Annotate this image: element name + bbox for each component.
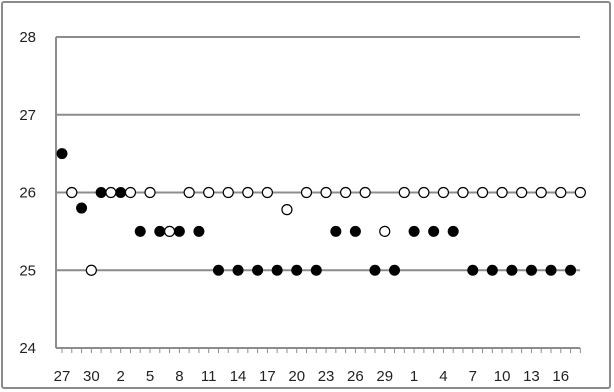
x-tick-label-29: 29 [376, 368, 393, 385]
data-point-filled [76, 202, 88, 214]
data-point-filled [486, 264, 498, 276]
y-tick-label-27: 27 [19, 107, 36, 124]
data-point-open [144, 186, 156, 199]
data-point-filled [212, 264, 224, 276]
data-point-filled [525, 264, 537, 276]
data-point-open [183, 186, 195, 199]
data-point-filled [134, 225, 146, 237]
x-tick-label-20: 20 [288, 368, 305, 385]
data-point-filled [193, 225, 205, 237]
x-tick-label-2: 2 [117, 368, 125, 385]
x-tick-label-17: 17 [259, 368, 276, 385]
x-tick-label-13: 13 [523, 368, 540, 385]
y-tick-label-24: 24 [19, 340, 36, 357]
data-point-filled [408, 225, 420, 237]
x-tick-label-5: 5 [146, 368, 154, 385]
data-point-open [281, 204, 293, 216]
data-point-open [418, 186, 430, 199]
x-tick-label-23: 23 [318, 368, 335, 385]
data-point-filled [271, 264, 283, 276]
data-point-filled [369, 264, 381, 276]
data-point-filled [291, 264, 303, 276]
data-point-filled [349, 225, 361, 237]
data-point-open [85, 264, 97, 276]
data-point-filled [56, 148, 68, 160]
x-tick-label-1: 1 [410, 368, 418, 385]
x-tick-label-16: 16 [552, 368, 569, 385]
data-point-filled [115, 187, 127, 198]
data-point-open [222, 186, 234, 199]
x-tick-label-30: 30 [83, 368, 100, 385]
x-tick-label-11: 11 [201, 368, 217, 385]
data-point-open [105, 186, 117, 199]
data-point-open [261, 186, 273, 199]
data-point-filled [467, 264, 479, 276]
data-point-filled [428, 225, 440, 237]
data-point-open [496, 186, 508, 199]
y-tick-label-26: 26 [19, 185, 36, 202]
data-point-filled [173, 225, 185, 237]
x-tick-label-10: 10 [494, 368, 511, 385]
data-point-filled [232, 264, 244, 276]
data-point-open [476, 186, 489, 199]
data-point-open [359, 186, 371, 199]
data-point-open [555, 186, 567, 199]
data-point-filled [252, 264, 264, 276]
y-tick-label-28: 28 [19, 29, 36, 46]
data-point-open [516, 186, 528, 199]
data-point-filled [506, 264, 518, 276]
data-point-open [300, 186, 313, 199]
data-point-filled [95, 187, 107, 198]
data-point-filled [330, 225, 342, 237]
y-tick-label-25: 25 [19, 262, 36, 279]
data-point-open [163, 225, 176, 237]
x-tick-label-14: 14 [230, 368, 247, 385]
data-point-open [574, 186, 586, 199]
data-point-open [437, 186, 450, 199]
data-point-open [398, 186, 410, 199]
data-point-filled [310, 264, 322, 276]
data-point-open [340, 186, 352, 199]
data-point-open [320, 186, 332, 199]
x-tick-label-4: 4 [439, 368, 447, 385]
data-point-filled [447, 225, 459, 237]
data-point-open [457, 186, 469, 199]
x-tick-label-8: 8 [175, 368, 183, 385]
data-point-open [379, 225, 391, 237]
x-tick-label-27: 27 [54, 368, 71, 385]
x-tick-label-7: 7 [469, 368, 477, 385]
data-point-open [535, 186, 547, 199]
data-point-filled [389, 264, 401, 276]
x-tick-label-26: 26 [347, 368, 364, 385]
data-point-open [242, 186, 254, 199]
data-point-open [124, 186, 137, 199]
data-point-open [66, 186, 78, 199]
data-point-filled [545, 264, 557, 276]
data-point-open [203, 186, 215, 199]
data-point-filled [565, 264, 577, 276]
data-point-filled [154, 225, 166, 237]
